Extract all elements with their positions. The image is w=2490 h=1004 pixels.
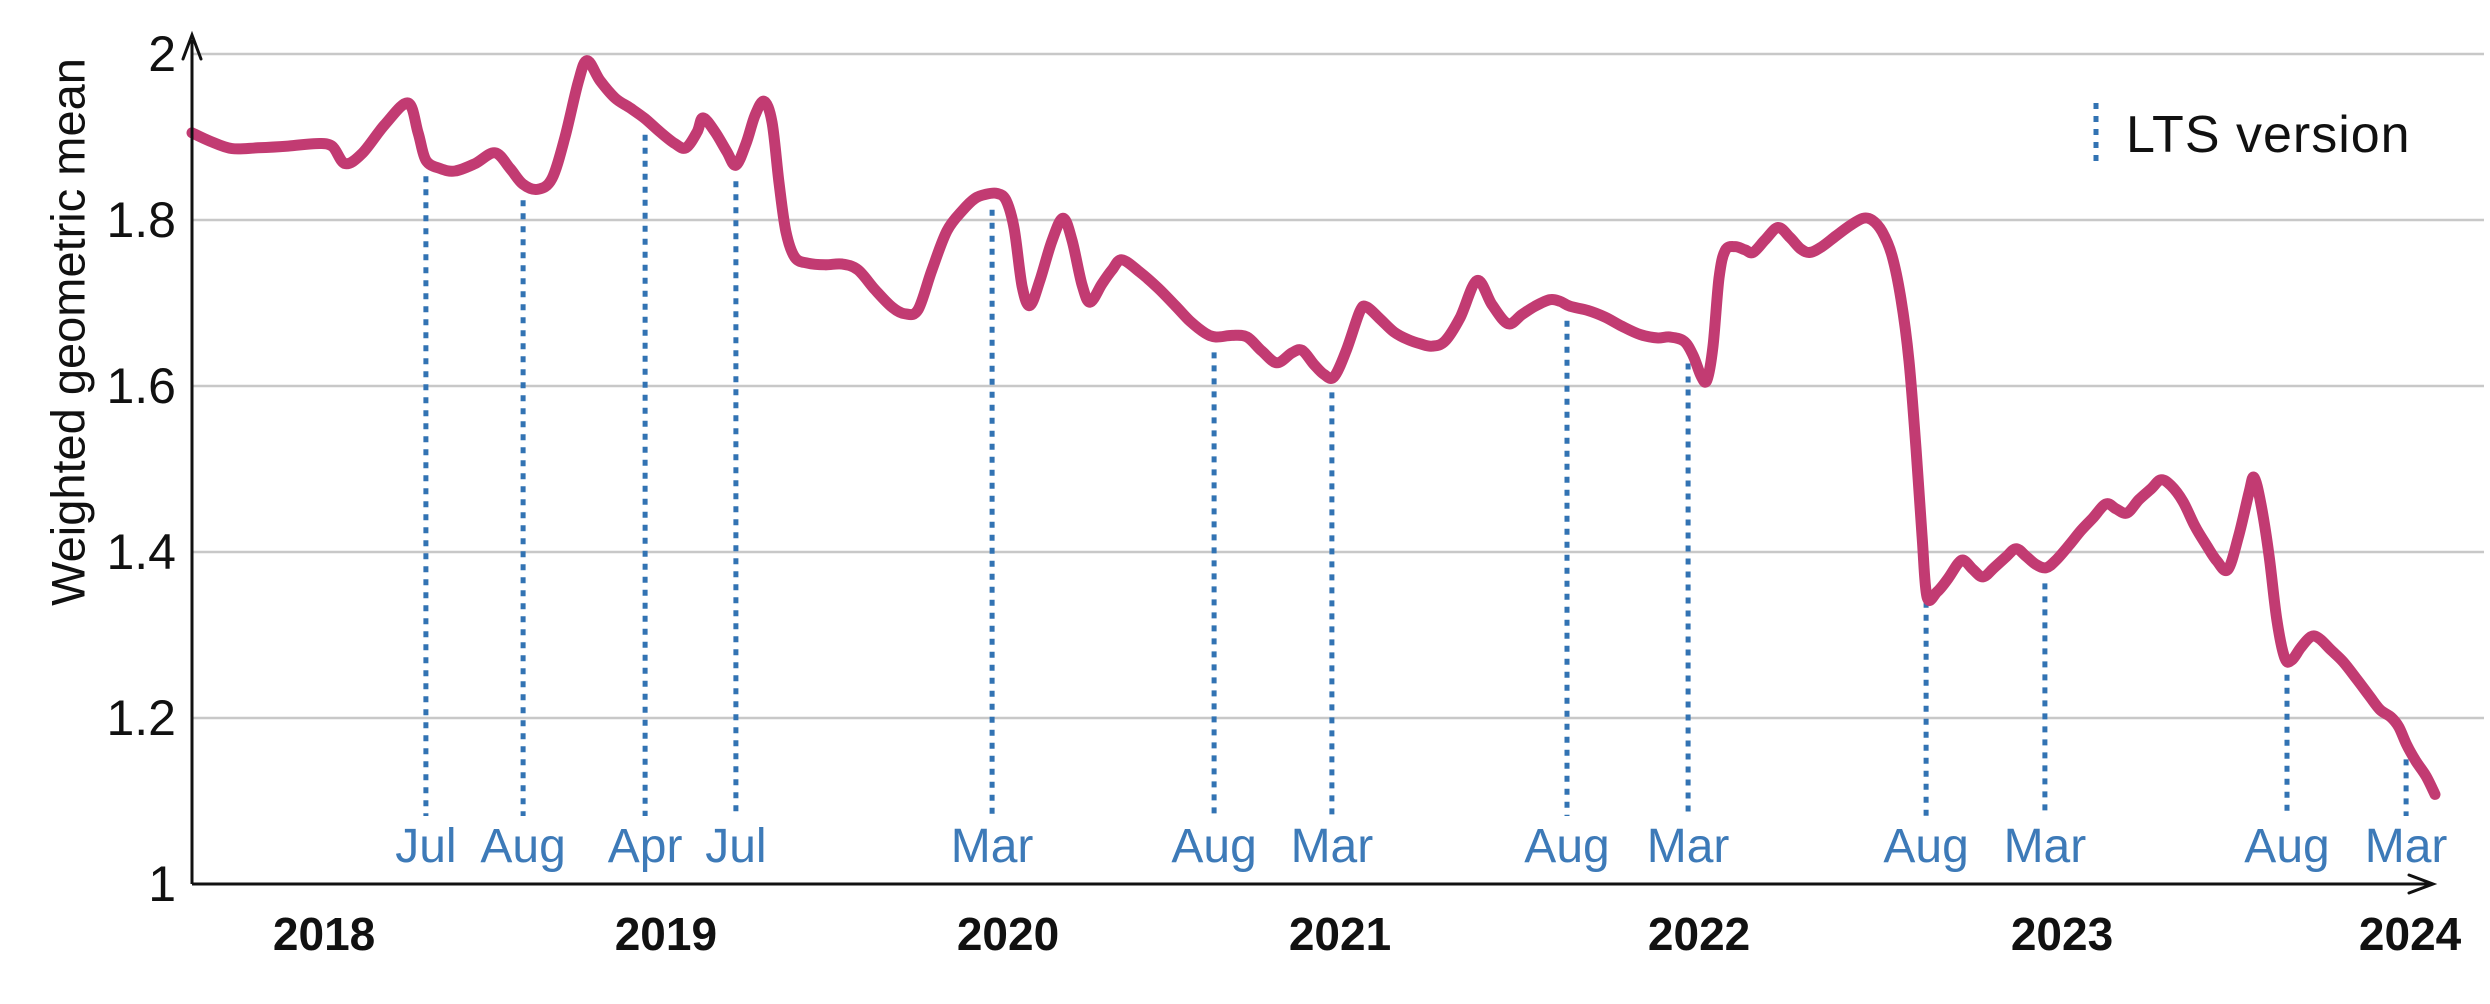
- x-year-label: 2019: [615, 908, 717, 960]
- lts-month-label: Aug: [2244, 820, 2329, 873]
- x-year-label: 2022: [1648, 908, 1750, 960]
- x-year-label: 2020: [957, 908, 1059, 960]
- lts-month-label: Mar: [1647, 820, 1730, 873]
- lts-month-label: Aug: [1883, 820, 1968, 873]
- lts-dotted-line-icon: [2093, 103, 2099, 167]
- y-axis-title: Weighted geometric mean: [41, 58, 95, 606]
- y-tick-label: 1: [148, 856, 176, 912]
- lts-month-label: Aug: [1171, 820, 1256, 873]
- lts-month-label: Jul: [395, 820, 456, 873]
- y-tick-label: 2: [148, 26, 176, 82]
- x-year-label: 2023: [2011, 908, 2113, 960]
- y-axis-arrow-icon: [181, 30, 203, 61]
- lts-month-label: Apr: [608, 820, 683, 873]
- lts-month-label: Mar: [1291, 820, 1374, 873]
- y-tick-label: 1.4: [106, 524, 176, 580]
- lts-month-label: Aug: [480, 820, 565, 873]
- y-tick-label: 1.8: [106, 192, 176, 248]
- x-axis-arrow-icon: [2407, 873, 2438, 895]
- legend: LTS version: [2090, 100, 2411, 170]
- lts-month-label: Mar: [951, 820, 1034, 873]
- lts-month-label: Jul: [705, 820, 766, 873]
- series-line: [186, 55, 2441, 800]
- lts-month-label: Aug: [1524, 820, 1609, 873]
- x-year-label: 2018: [273, 908, 375, 960]
- y-tick-label: 1.6: [106, 358, 176, 414]
- x-year-label: 2021: [1289, 908, 1391, 960]
- lts-month-label: Mar: [2004, 820, 2087, 873]
- y-tick-label: 1.2: [106, 690, 176, 746]
- legend-label: LTS version: [2126, 106, 2411, 164]
- lts-month-label: Mar: [2365, 820, 2448, 873]
- x-year-label: 2024: [2359, 908, 2462, 960]
